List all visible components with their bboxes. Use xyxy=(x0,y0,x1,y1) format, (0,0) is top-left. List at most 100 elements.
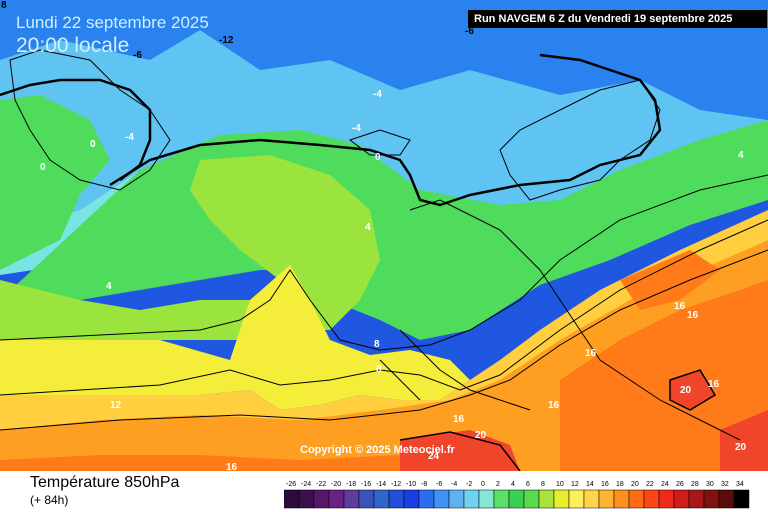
legend-tick-label: 14 xyxy=(586,481,594,488)
legend-tick-label: 16 xyxy=(601,481,609,488)
field-green-light xyxy=(0,155,380,340)
legend-swatch xyxy=(358,489,375,509)
legend-swatch xyxy=(658,489,675,509)
legend-tick-label: 34 xyxy=(736,481,744,488)
isotherm-label: 4 xyxy=(365,222,371,233)
legend-tick-label: -20 xyxy=(331,481,341,488)
isotherm-labels: -12-6-6-4-4-4000444881216161616161616202… xyxy=(40,26,747,471)
temperature-map: -12-6-6-4-4-4000444881216161616161616202… xyxy=(0,0,768,471)
legend-swatch xyxy=(733,489,750,509)
legend-tick-label: 10 xyxy=(556,481,564,488)
legend-tick-label: -6 xyxy=(436,481,442,488)
legend-swatch xyxy=(598,489,615,509)
isotherm-label: 24 xyxy=(428,451,440,462)
isotherm-label: -12 xyxy=(219,35,234,46)
legend-swatch xyxy=(538,489,555,509)
isotherm-label: -6 xyxy=(133,50,142,61)
legend-swatch xyxy=(643,489,660,509)
legend-swatch xyxy=(493,489,510,509)
copyright-notice: Copyright © 2025 Meteociel.fr xyxy=(300,444,455,456)
isotherm-label: 16 xyxy=(453,414,465,425)
legend-tick-label: 32 xyxy=(721,481,729,488)
isotherm-20 xyxy=(399,369,717,471)
isotherm-label: 16 xyxy=(708,379,720,390)
legend-swatch xyxy=(403,489,420,509)
legend-tick-label: 0 xyxy=(481,481,485,488)
isotherm-label: 8 xyxy=(374,339,380,350)
legend-tick-label: 22 xyxy=(646,481,654,488)
isotherm-label: 4 xyxy=(106,281,112,292)
legend-swatch xyxy=(463,489,480,509)
legend-swatch xyxy=(388,489,405,509)
isotherm-label: 16 xyxy=(585,348,597,359)
field-yellow-orange xyxy=(0,210,768,460)
product-title: Température 850hPa xyxy=(30,474,180,491)
isotherm-label: 16 xyxy=(687,310,699,321)
greenland-coast xyxy=(9,49,171,191)
isotherm-label: 0 xyxy=(90,139,96,150)
isotherm-label: -4 xyxy=(373,89,382,100)
legend-swatch xyxy=(373,489,390,509)
legend-tick-label: 24 xyxy=(661,481,669,488)
temperature-legend: -26 -24 -22 -20 -18 -16 -14 -12 -10 -8 -6 -4 -2 0 2 4 6 8… xyxy=(284,481,750,509)
scandinavia-coast xyxy=(499,79,661,201)
legend-swatch xyxy=(418,489,435,509)
legend-swatch xyxy=(284,489,300,509)
isotherm-zero-2 xyxy=(0,78,152,181)
forecast-offset: (+ 84h) xyxy=(30,493,69,507)
legend-tick-label: 28 xyxy=(691,481,699,488)
isotherm-16 xyxy=(0,249,768,431)
field-yellow xyxy=(0,265,470,410)
isotherm-zero xyxy=(109,53,662,207)
forecast-local-time: 20:00 locale xyxy=(16,34,130,57)
legend-tick-label: 18 xyxy=(616,481,624,488)
legend-tick-label: -26 xyxy=(286,481,296,488)
legend-swatch xyxy=(628,489,645,509)
legend-swatch xyxy=(328,489,345,509)
isotherm-label: 20 xyxy=(475,430,487,441)
legend-swatch xyxy=(343,489,360,509)
legend-swatch xyxy=(433,489,450,509)
field-dark-orange xyxy=(0,250,768,471)
isotherm-label: 20 xyxy=(735,442,747,453)
legend-swatch xyxy=(553,489,570,509)
field-red xyxy=(400,370,768,471)
isotherm-12 xyxy=(0,219,768,396)
legend-tick-label: 26 xyxy=(676,481,684,488)
legend-tick-label: 4 xyxy=(511,481,515,488)
legend-swatch xyxy=(478,489,495,509)
legend-swatch xyxy=(718,489,735,509)
legend-swatch xyxy=(613,489,630,509)
forecast-date: Lundi 22 septembre 2025 xyxy=(16,13,209,32)
model-run-banner: Run NAVGEM 6 Z du Vendredi 19 septembre … xyxy=(468,10,767,28)
field-green xyxy=(0,95,768,340)
legend-tick-label: -8 xyxy=(421,481,427,488)
isotherm-label: -6 xyxy=(465,26,474,37)
legend-tick-label: -4 xyxy=(451,481,457,488)
legend-tick-label: -14 xyxy=(376,481,386,488)
legend-tick-label: -12 xyxy=(391,481,401,488)
legend-swatch xyxy=(703,489,720,509)
legend-tick-label: -16 xyxy=(361,481,371,488)
legend-swatch xyxy=(298,489,315,509)
legend-swatch xyxy=(688,489,705,509)
legend-tick-label: 20 xyxy=(631,481,639,488)
isotherm-label: -4 xyxy=(125,132,134,143)
legend-swatch xyxy=(313,489,330,509)
isotherm-label: 16 xyxy=(674,301,686,312)
isotherm-label: 16 xyxy=(548,400,560,411)
legend-swatch xyxy=(673,489,690,509)
isotherm-label: -4 xyxy=(352,123,361,134)
isotherm-label: 16 xyxy=(226,462,238,471)
corner-value: 8 xyxy=(1,0,7,11)
legend-tick-label: 6 xyxy=(526,481,530,488)
legend-swatch xyxy=(448,489,465,509)
legend-swatch xyxy=(583,489,600,509)
legend-swatch xyxy=(508,489,525,509)
iceland-outline xyxy=(348,129,411,156)
isotherm-label: 0 xyxy=(375,152,381,163)
legend-tick-label: -22 xyxy=(316,481,326,488)
legend-tick-label: 30 xyxy=(706,481,714,488)
isotherm-label: 12 xyxy=(110,400,122,411)
